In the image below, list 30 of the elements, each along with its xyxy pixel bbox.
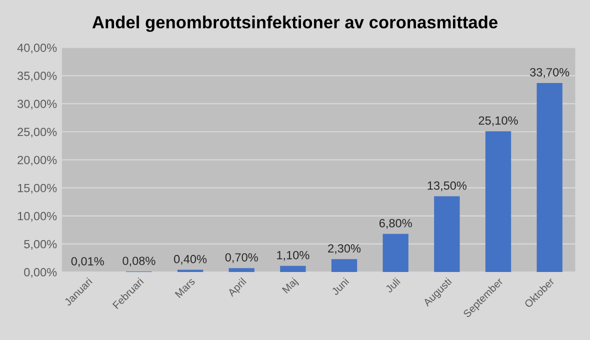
chart-title: Andel genombrottsinfektioner av coronasmittade xyxy=(92,16,498,32)
y-tick-label: 35,00% xyxy=(18,72,57,82)
y-tick-label: 10,00% xyxy=(18,212,57,222)
bar xyxy=(485,131,512,272)
y-tick-label: 15,00% xyxy=(18,184,57,194)
y-tick-label: 25,00% xyxy=(18,128,57,138)
y-tick-label: 20,00% xyxy=(18,156,57,166)
bar xyxy=(331,259,358,272)
y-tick-label: 5,00% xyxy=(24,240,57,250)
data-label: 6,80% xyxy=(379,218,412,229)
data-label: 2,30% xyxy=(328,244,361,254)
x-tick-label: Maj xyxy=(282,277,300,295)
data-label: 0,08% xyxy=(122,256,156,266)
y-tick-label: 0,00% xyxy=(24,268,57,278)
bar xyxy=(280,266,306,272)
y-tick-label: 30,00% xyxy=(18,100,57,110)
x-tick-label: Juli xyxy=(384,277,401,294)
data-label: 25,10% xyxy=(478,116,518,126)
bar xyxy=(228,268,254,272)
x-tick-label: Juni xyxy=(330,277,350,296)
bar xyxy=(382,234,408,272)
data-label: 0,40% xyxy=(174,254,207,265)
data-label: 0,01% xyxy=(71,257,104,267)
bar xyxy=(434,196,460,272)
data-label: 0,70% xyxy=(225,253,258,263)
data-label: 33,70% xyxy=(530,68,570,78)
y-tick-label: 40,00% xyxy=(17,44,57,54)
data-label: 13,50% xyxy=(428,181,467,192)
data-label: 1,10% xyxy=(277,250,310,261)
bar xyxy=(536,82,562,272)
